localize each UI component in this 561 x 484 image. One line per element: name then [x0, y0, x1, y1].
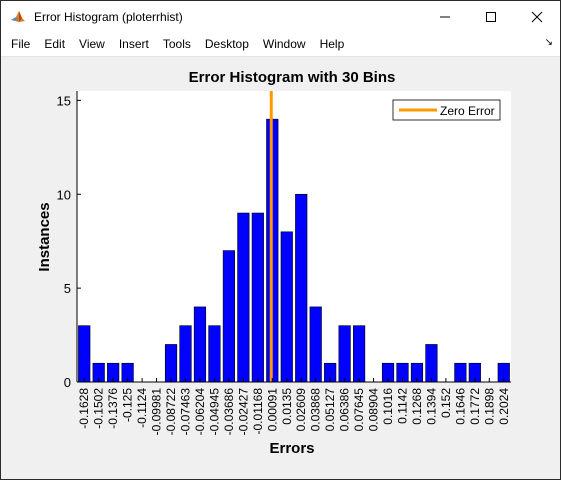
x-tick-label: -0.1628 [77, 388, 91, 429]
axes-background [77, 91, 511, 382]
x-tick-label: -0.125 [121, 388, 135, 422]
histogram-bar [338, 325, 351, 383]
x-tick-label: -0.06204 [193, 388, 207, 436]
menu-help[interactable]: Help [319, 37, 345, 51]
x-tick-label: 0.05127 [323, 388, 337, 432]
y-axis-label: Instances [36, 202, 53, 271]
histogram-bar [295, 193, 308, 383]
x-tick-label: 0.1016 [381, 388, 395, 425]
close-button[interactable] [514, 1, 560, 32]
x-tick-label: -0.01168 [251, 388, 265, 435]
histogram-bar [309, 306, 322, 383]
window-title: Error Histogram (ploterrhist) [34, 9, 183, 24]
x-tick-label: -0.04945 [207, 388, 221, 436]
menu-edit[interactable]: Edit [44, 37, 66, 51]
histogram-bar [353, 325, 366, 383]
x-tick-label: 0.0135 [280, 388, 294, 425]
menu-view[interactable]: View [79, 37, 105, 51]
x-tick-label: -0.07463 [179, 388, 193, 436]
x-tick-label: 0.1268 [410, 388, 424, 425]
histogram-bar [193, 306, 207, 383]
menu-bar: File Edit View Insert Tools Desktop Wind… [1, 32, 560, 57]
y-tick-label: 10 [57, 187, 71, 202]
x-tick-label: 0.02609 [294, 388, 308, 432]
x-tick-label: -0.03686 [222, 388, 236, 436]
minimize-icon [440, 16, 450, 17]
x-tick-label: -0.1376 [106, 388, 120, 429]
x-tick-label: 0.1142 [396, 388, 410, 424]
dock-arrow-icon[interactable]: ↘ [544, 37, 553, 48]
histogram-bar [78, 325, 91, 383]
x-axis-label: Errors [269, 440, 314, 457]
histogram-bar [164, 344, 178, 383]
y-tick-label: 15 [57, 93, 71, 108]
matlab-figure-icon [10, 8, 26, 25]
x-tick-label: 0.1394 [424, 388, 438, 425]
x-tick-label: 0.1898 [482, 388, 496, 425]
error-histogram-chart: Error Histogram with 30 Bins 0 5 10 15 -0.1… [36, 69, 511, 457]
x-tick-label: 0.08904 [367, 388, 381, 432]
menu-window[interactable]: Window [262, 37, 306, 51]
legend[interactable]: Zero Error [392, 99, 501, 121]
histogram-bar [222, 250, 235, 383]
x-tick-label: 0.00091 [265, 388, 279, 432]
menu-file[interactable]: File [11, 37, 31, 51]
histogram-bar [237, 212, 250, 383]
x-tick-label: 0.1646 [453, 388, 467, 425]
maximize-icon [486, 11, 496, 22]
title-bar[interactable]: Error Histogram (ploterrhist) [1, 1, 560, 32]
x-tick-label: -0.1502 [92, 388, 106, 429]
x-tick-label: -0.1124 [135, 388, 149, 428]
histogram-bar [208, 325, 221, 383]
chart-title: Error Histogram with 30 Bins [189, 69, 396, 86]
histogram-bar [179, 325, 192, 383]
menu-insert[interactable]: Insert [118, 37, 149, 51]
x-tick-label: -0.08722 [164, 388, 178, 436]
close-icon [531, 11, 543, 22]
y-tick-label: 0 [64, 375, 71, 390]
x-tick-label: -0.02427 [236, 388, 250, 436]
histogram-bar [425, 344, 438, 383]
legend-zero-error-label: Zero Error [440, 104, 495, 118]
menu-desktop[interactable]: Desktop [204, 37, 249, 51]
y-tick-label: 5 [64, 281, 71, 296]
histogram-bar [251, 212, 264, 383]
histogram-bar [280, 231, 293, 383]
figure-canvas: Error Histogram with 30 Bins 0 5 10 15 -0.1… [3, 57, 560, 479]
x-tick-label: -0.09981 [150, 388, 164, 436]
x-tick-label: 0.03868 [309, 388, 323, 432]
legend-box [392, 99, 501, 121]
x-tick-label: 0.152 [439, 388, 453, 418]
minimize-button[interactable] [422, 1, 468, 32]
x-tick-label: 0.1772 [468, 388, 482, 425]
menu-tools[interactable]: Tools [162, 37, 191, 51]
maximize-button[interactable] [468, 1, 514, 32]
x-tick-label: 0.06386 [338, 388, 352, 432]
x-tick-label: 0.07645 [352, 388, 366, 432]
x-tick-label: 0.2024 [497, 388, 511, 425]
